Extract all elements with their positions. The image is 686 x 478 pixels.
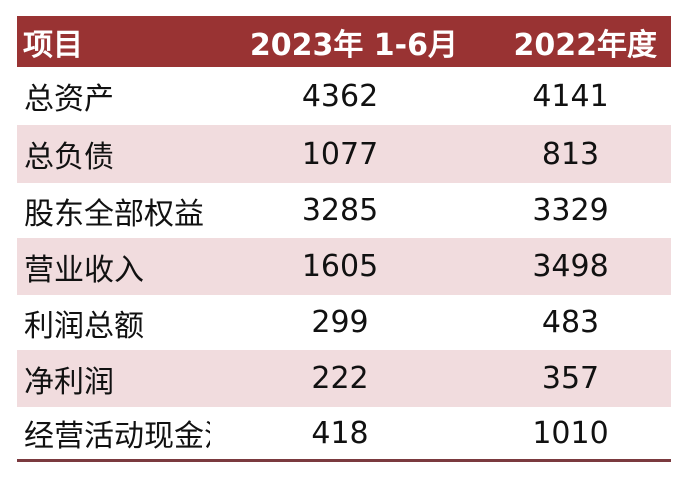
- value-2023-h1: 4362: [301, 78, 379, 114]
- header-item: 项目: [23, 27, 83, 63]
- value-2023-h1: 222: [311, 361, 369, 396]
- row-label: 营业收入: [24, 252, 144, 288]
- row-label: 股东全部权益: [24, 196, 204, 232]
- value-2023-h1: 299: [311, 305, 369, 340]
- value-2022: 3498: [532, 249, 609, 284]
- header-2023-h1: 2023年 1-6月: [249, 27, 458, 63]
- value-2023-h1: 1077: [301, 136, 379, 172]
- table-row: 总资产 4362 4141: [17, 67, 671, 125]
- value-2022: 813: [541, 136, 600, 172]
- table-row: 股东全部权益 3285 3329: [17, 183, 671, 238]
- value-2023-h1: 1605: [301, 249, 379, 284]
- row-label: 利润总额: [24, 308, 144, 344]
- table-row: 净利润 222 357: [17, 350, 671, 407]
- table-row: 营业收入 1605 3498: [17, 238, 671, 295]
- value-2023-h1: 418: [311, 415, 369, 451]
- header-2022: 2022年度: [513, 27, 658, 63]
- value-2022: 483: [541, 305, 600, 340]
- value-2022: 1010: [532, 415, 609, 451]
- table-bottom-border: [17, 459, 671, 462]
- financial-summary-table: 项目 2023年 1-6月 2022年度 总资产 4362 4141 总负债 1…: [17, 16, 671, 462]
- value-2022: 4141: [532, 78, 609, 114]
- value-2023-h1: 3285: [301, 193, 379, 228]
- row-label: 总负债: [24, 140, 114, 175]
- table-row: 利润总额 299 483: [17, 295, 671, 350]
- table-header-row: 项目 2023年 1-6月 2022年度: [17, 16, 671, 67]
- value-2022: 357: [541, 361, 600, 396]
- row-label: 净利润: [24, 364, 114, 400]
- table-row: 经营活动现金流 418 1010: [17, 407, 671, 459]
- row-label: 经营活动现金流: [24, 419, 210, 454]
- table-row: 总负债 1077 813: [17, 125, 671, 183]
- value-2022: 3329: [532, 193, 609, 228]
- row-label: 总资产: [24, 82, 114, 117]
